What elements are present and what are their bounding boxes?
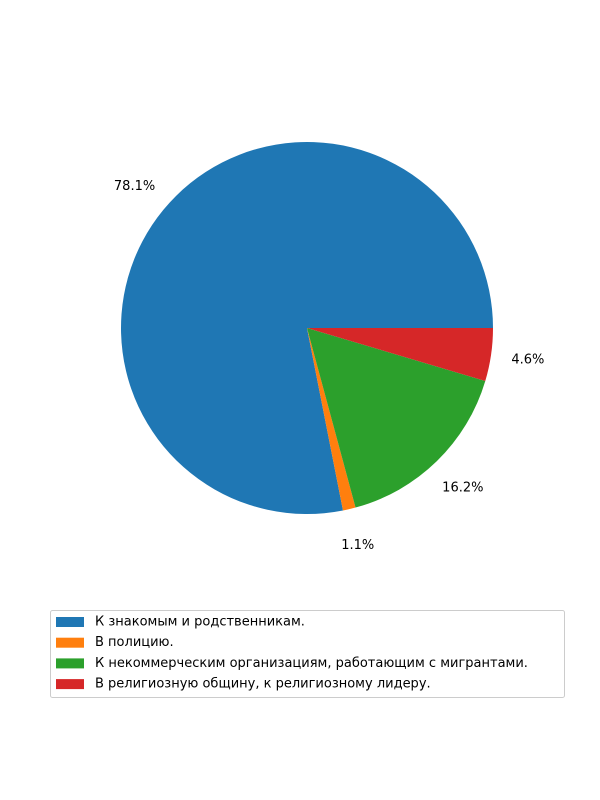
pie-slices [121,142,493,515]
legend-label-3: К некоммерческим организациям, работающи… [95,656,528,671]
percentage-labels: 78.1% 1.1% 16.2% 4.6% [114,179,544,553]
legend-swatch-3 [56,658,84,669]
legend-label-2: В полицию. [95,635,174,650]
legend-swatch-4 [56,679,84,690]
legend-frame [50,610,565,698]
legend-item-4: В религиозную общину, к религиозному лид… [56,677,431,692]
pie-slice-3 [307,328,486,508]
legend-swatch-1 [56,617,84,627]
legend-swatch-2 [56,637,84,648]
pie-slice-4 [307,328,493,382]
pie-slice-2 [307,328,356,511]
legend-label-4: В религиозную общину, к религиозному лид… [95,677,431,692]
pie-label-1: 78.1% [114,179,155,194]
legend-item-3: К некоммерческим организациям, работающи… [56,656,528,671]
pie-slice-1 [121,142,493,515]
pie-label-2: 1.1% [341,538,374,553]
pie-label-3: 16.2% [442,480,483,495]
legend: К знакомым и родственникам. В полицию. К н… [50,610,565,698]
legend-item-2: В полицию. [56,635,174,650]
legend-label-1: К знакомым и родственникам. [95,615,305,630]
legend-item-1: К знакомым и родственникам. [56,615,305,630]
pie-label-4: 4.6% [511,353,544,368]
